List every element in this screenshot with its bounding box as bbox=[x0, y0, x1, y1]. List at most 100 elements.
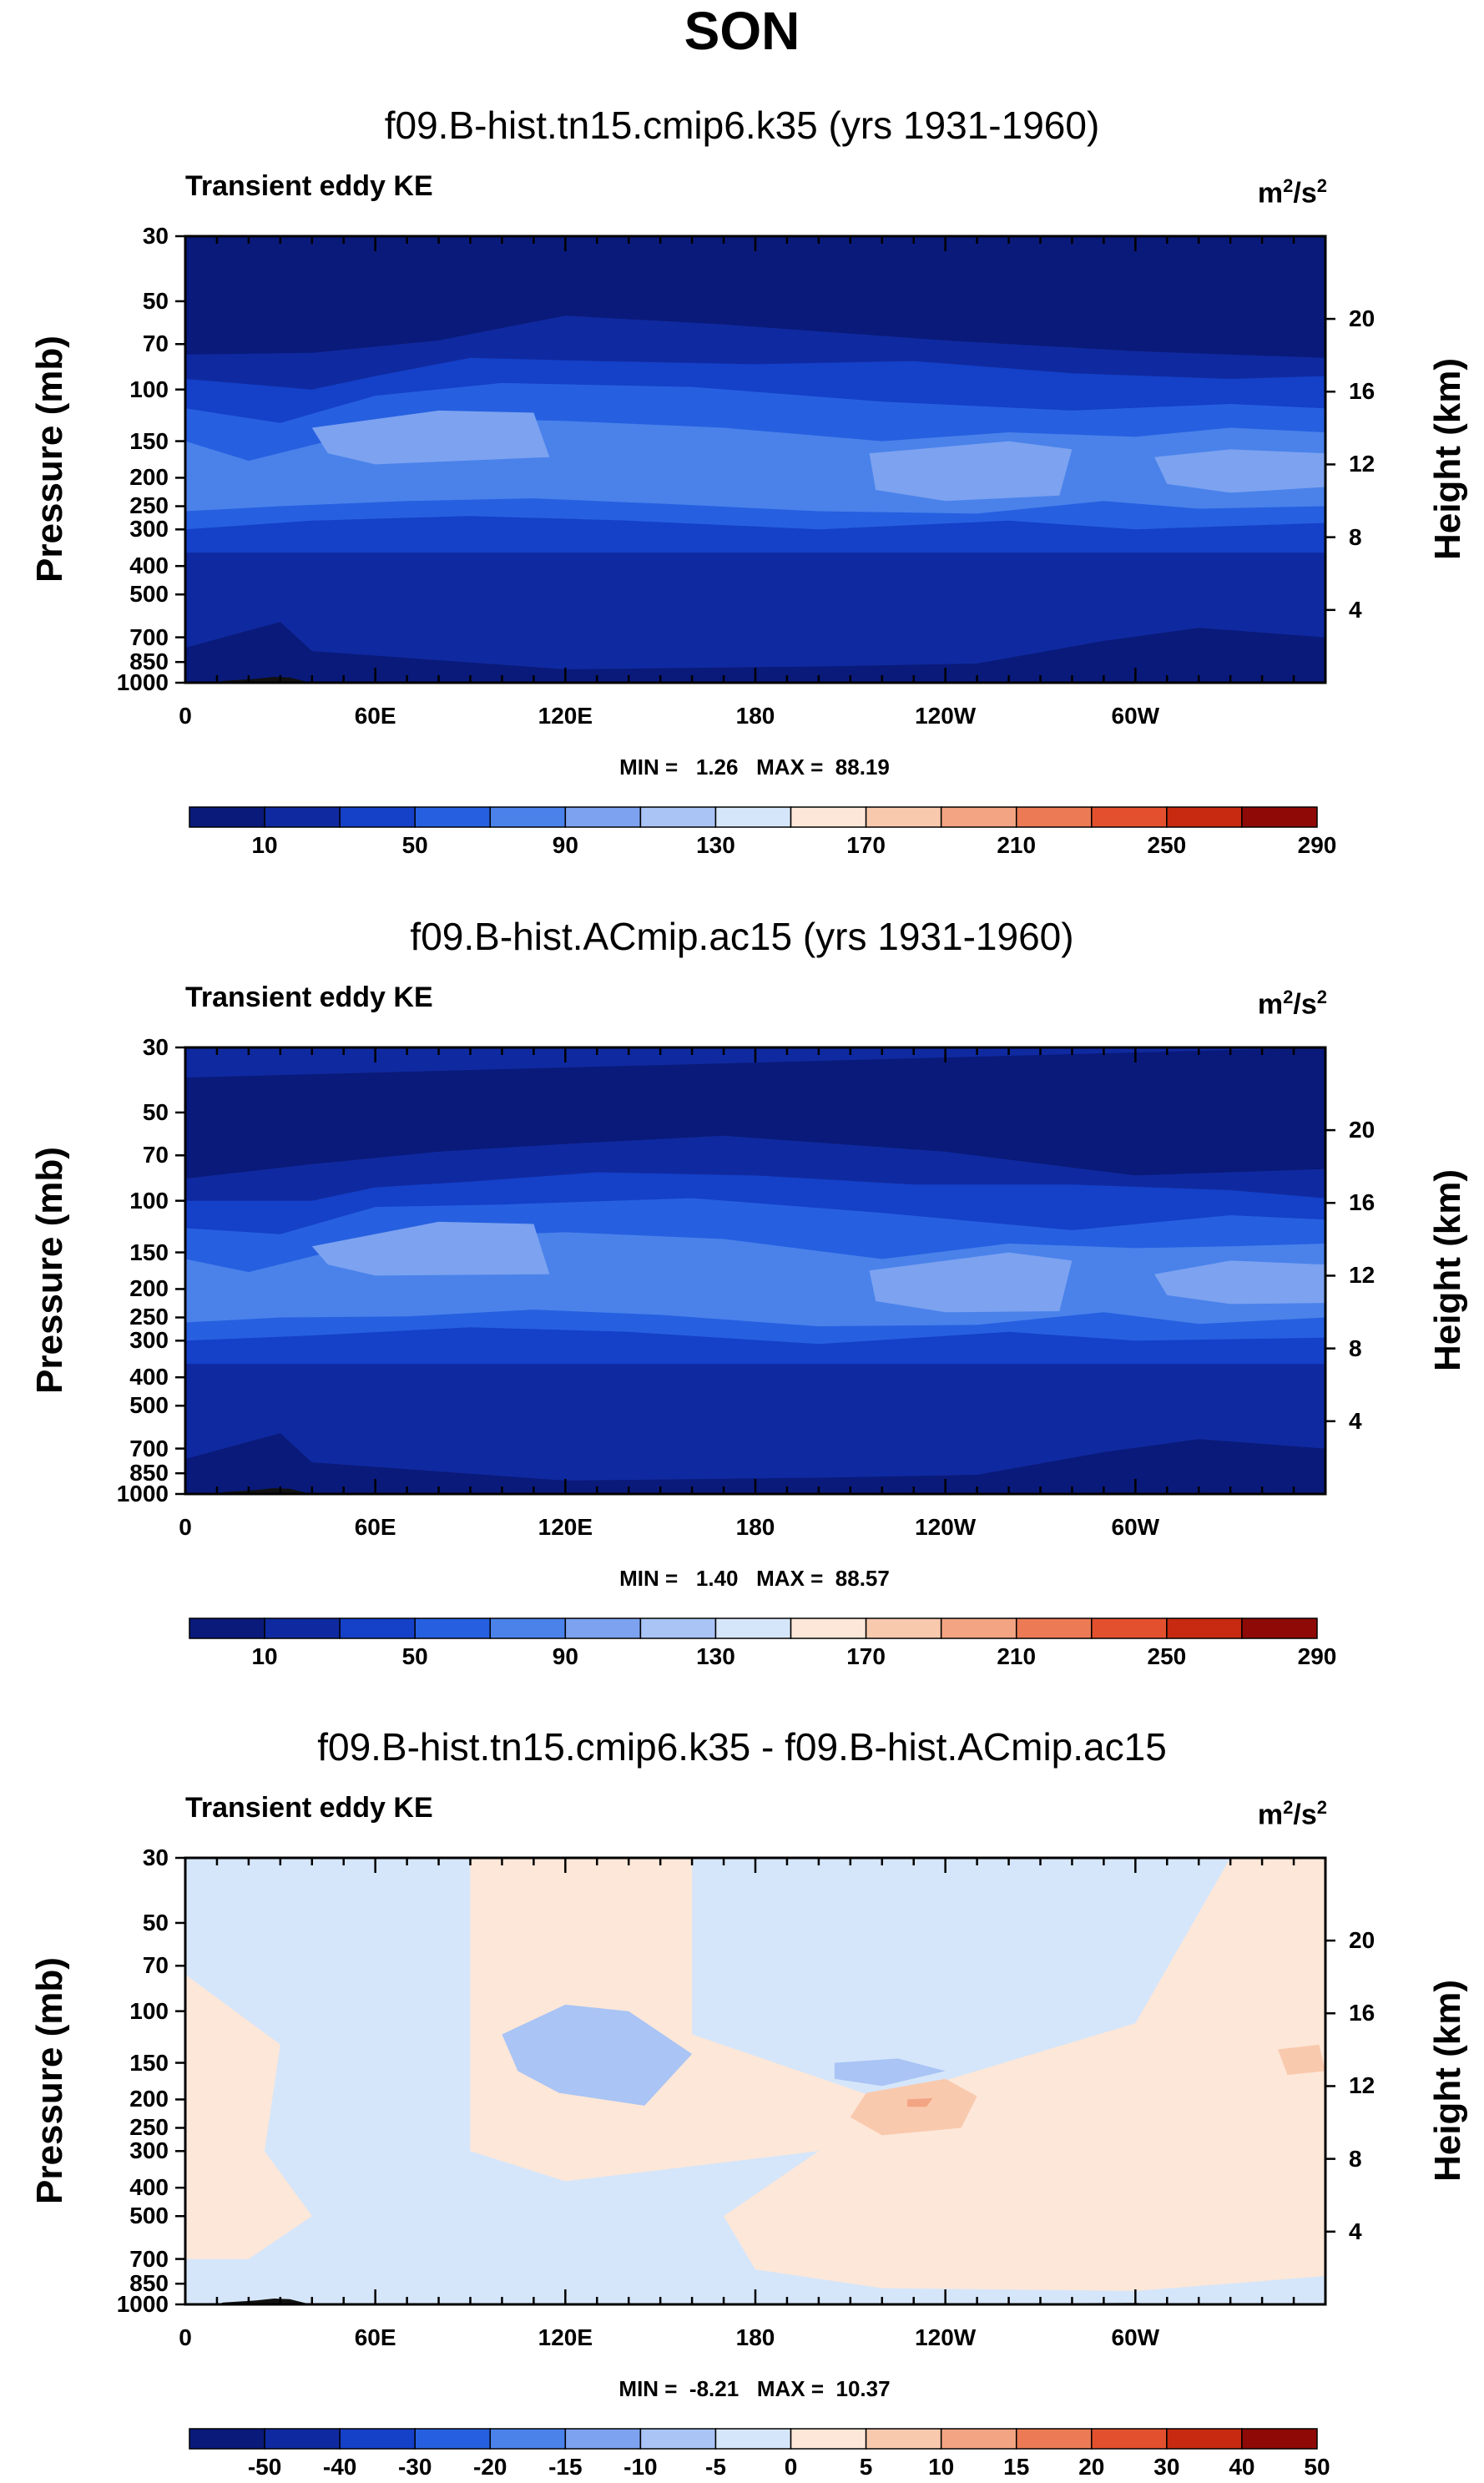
colorbar-swatch bbox=[639, 1617, 717, 1639]
colorbar-swatch bbox=[564, 1617, 642, 1639]
x-tick-label: 60W bbox=[1111, 1514, 1160, 1540]
colorbar-swatch bbox=[564, 806, 642, 828]
colorbar-swatch bbox=[639, 806, 717, 828]
colorbar-tick-label: 290 bbox=[1297, 832, 1337, 858]
y-tick-label: 150 bbox=[129, 2049, 169, 2076]
units-exponent: 2 bbox=[1283, 1797, 1294, 1818]
colorbar-swatch bbox=[1015, 2428, 1093, 2450]
colorbar-swatch bbox=[1166, 1617, 1243, 1639]
height-tick-label: 8 bbox=[1349, 2145, 1362, 2172]
units-exponent: 2 bbox=[1283, 175, 1294, 196]
colorbar-tick-label: 90 bbox=[552, 1643, 578, 1669]
y-tick-label: 70 bbox=[142, 1142, 169, 1168]
colorbar-tick-label: 20 bbox=[1078, 2454, 1105, 2480]
height-tick-label: 20 bbox=[1349, 1927, 1375, 1954]
variable-label: Transient eddy KE bbox=[185, 170, 433, 202]
y-tick-label: 200 bbox=[129, 1275, 169, 1302]
y-axis-label: Pressure (mb) bbox=[29, 1957, 70, 2204]
y-tick-label: 150 bbox=[129, 1239, 169, 1265]
colorbar-swatch bbox=[1015, 806, 1093, 828]
colorbar-tick-label: 15 bbox=[1003, 2454, 1030, 2480]
height-tick-label: 16 bbox=[1349, 378, 1375, 405]
topography bbox=[216, 2299, 312, 2304]
colorbar-tick-label: 50 bbox=[1304, 2454, 1330, 2480]
units-exponent: 2 bbox=[1316, 175, 1327, 196]
height-tick-label: 12 bbox=[1349, 1262, 1375, 1289]
min-max-label: MIN = -8.21 MAX = 10.37 bbox=[618, 2376, 891, 2401]
colorbar-tick-label: 250 bbox=[1147, 832, 1187, 858]
colorbar-swatch bbox=[414, 2428, 492, 2450]
y-tick-label: 70 bbox=[142, 331, 169, 357]
colorbar-swatch bbox=[1241, 1617, 1318, 1639]
contour-band bbox=[311, 410, 550, 465]
colorbar-swatch bbox=[1091, 2428, 1168, 2450]
y-tick-label: 30 bbox=[142, 1845, 169, 1870]
height-tick-label: 4 bbox=[1349, 1407, 1362, 1434]
y-tick-label: 850 bbox=[129, 1460, 169, 1486]
contour-band bbox=[869, 1252, 1073, 1313]
colorbar-tick-label: 10 bbox=[251, 1643, 278, 1669]
y-tick-label: 500 bbox=[129, 581, 169, 608]
units-denominator: /s bbox=[1293, 1799, 1317, 1831]
contour-band bbox=[1154, 449, 1325, 493]
contour-band bbox=[185, 622, 1325, 683]
y-tick-label: 300 bbox=[129, 2137, 169, 2164]
height-tick-label: 8 bbox=[1349, 1335, 1362, 1361]
colorbar-swatch bbox=[1241, 2428, 1318, 2450]
topography bbox=[216, 1488, 312, 1494]
units-label: m2/s2 bbox=[1258, 981, 1327, 1021]
x-tick-label: 60E bbox=[354, 1514, 396, 1540]
x-tick-label: 120E bbox=[538, 703, 593, 729]
panel-title: f09.B-hist.ACmip.ac15 (yrs 1931-1960) bbox=[410, 915, 1074, 958]
contour-band bbox=[502, 2004, 693, 2106]
colorbar-tick-label: 50 bbox=[401, 832, 428, 858]
colorbar-tick-label: 210 bbox=[997, 832, 1037, 858]
height-tick-label: 12 bbox=[1349, 451, 1375, 477]
colorbar-swatch bbox=[714, 2428, 792, 2450]
colorbar-tick-label: -30 bbox=[397, 2454, 432, 2480]
colorbar-tick-label: 50 bbox=[401, 1643, 428, 1669]
colorbar-swatch bbox=[940, 2428, 1017, 2450]
panel-title: f09.B-hist.tn15.cmip6.k35 (yrs 1931-1960… bbox=[384, 103, 1100, 147]
colorbar-tick-label: 40 bbox=[1229, 2454, 1255, 2480]
colorbar-tick-label: 5 bbox=[859, 2454, 873, 2480]
y-tick-label: 250 bbox=[129, 2114, 169, 2141]
x-tick-label: 0 bbox=[179, 703, 192, 729]
colorbar-swatch bbox=[189, 2428, 265, 2450]
contour-band bbox=[185, 1974, 312, 2259]
colorbar-swatch bbox=[564, 2428, 642, 2450]
y-tick-label: 70 bbox=[142, 1952, 169, 1979]
height-tick-label: 16 bbox=[1349, 1189, 1375, 1216]
colorbar-swatch bbox=[189, 806, 265, 828]
units-base: m bbox=[1257, 1799, 1284, 1831]
height-tick-label: 4 bbox=[1349, 596, 1362, 623]
colorbar-swatch bbox=[1091, 806, 1168, 828]
y-tick-label: 700 bbox=[129, 2245, 169, 2272]
x-tick-label: 0 bbox=[179, 2324, 192, 2350]
units-exponent: 2 bbox=[1316, 1797, 1327, 1818]
colorbar-tick-label: 10 bbox=[251, 832, 278, 858]
main-title: SON bbox=[684, 1, 800, 61]
colorbar-swatch bbox=[1015, 1617, 1093, 1639]
height-tick-label: 8 bbox=[1349, 523, 1362, 550]
y-tick-label: 300 bbox=[129, 516, 169, 543]
colorbar-swatch bbox=[264, 2428, 341, 2450]
colorbar-swatch bbox=[790, 806, 867, 828]
colorbar-tick-label: 130 bbox=[696, 1643, 735, 1669]
colorbar-swatch bbox=[714, 806, 792, 828]
x-tick-label: 120E bbox=[538, 1514, 593, 1540]
y-tick-label: 700 bbox=[129, 1435, 169, 1461]
contour-band bbox=[834, 2058, 946, 2087]
colorbar-swatch bbox=[790, 2428, 867, 2450]
height-tick-label: 20 bbox=[1349, 1117, 1375, 1143]
y-tick-label: 100 bbox=[129, 1997, 169, 2024]
colorbar-tick-label: -15 bbox=[548, 2454, 583, 2480]
colorbar-tick-label: 90 bbox=[552, 832, 578, 858]
colorbar-swatch bbox=[940, 1617, 1017, 1639]
x-tick-label: 120W bbox=[915, 703, 977, 729]
x-tick-label: 60E bbox=[354, 703, 396, 729]
colorbar-swatch bbox=[639, 2428, 717, 2450]
colorbar-tick-label: 30 bbox=[1153, 2454, 1180, 2480]
y-tick-label: 400 bbox=[129, 1364, 169, 1390]
